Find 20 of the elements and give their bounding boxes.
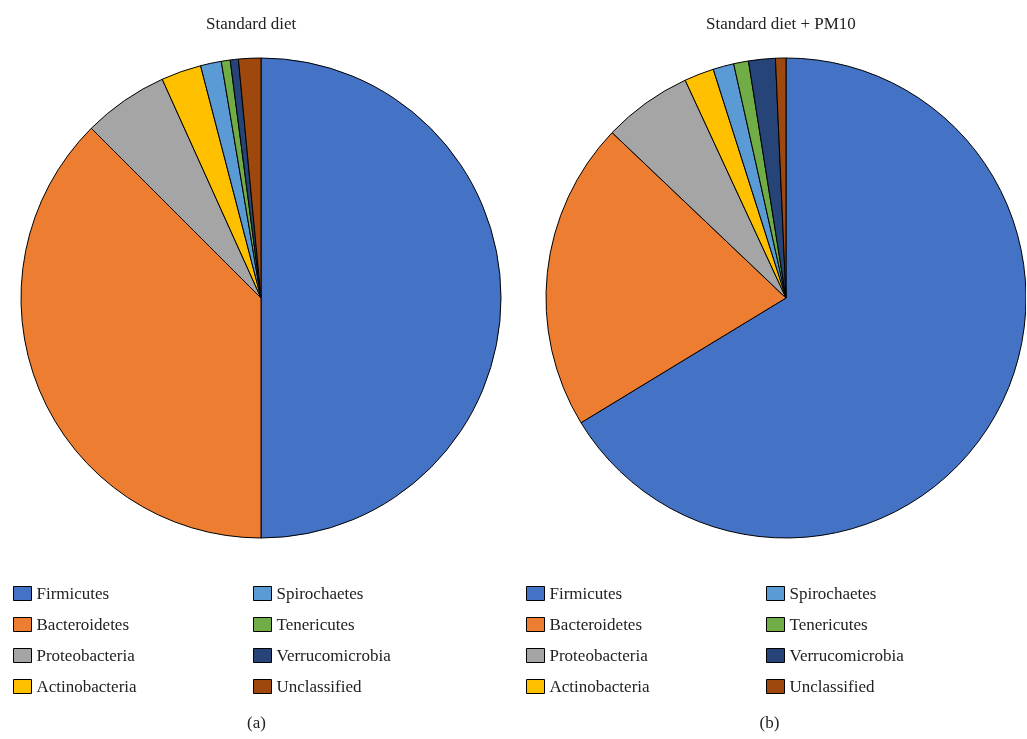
- legend-label: Proteobacteria: [549, 646, 649, 665]
- legend-label: Firmicutes: [549, 584, 623, 603]
- chart-title: Standard diet: [206, 14, 297, 33]
- legend-label: Bacteroidetes: [549, 615, 643, 634]
- text: (b): [759, 713, 780, 732]
- legend-label: Proteobacteria: [36, 646, 136, 665]
- legend-label: Unclassified: [276, 677, 362, 696]
- legend-label: Firmicutes: [36, 584, 110, 603]
- legend-label: Verrucomicrobia: [276, 646, 392, 665]
- legend-label: Bacteroidetes: [36, 615, 130, 634]
- legend-label: Verrucomicrobia: [789, 646, 905, 665]
- legend-label: Tenericutes: [789, 615, 868, 634]
- legend-label: Unclassified: [789, 677, 875, 696]
- legend-label: Spirochaetes: [789, 584, 877, 603]
- legend-label: Actinobacteria: [549, 677, 651, 696]
- legend-label: Spirochaetes: [276, 584, 364, 603]
- legend-label: Actinobacteria: [36, 677, 138, 696]
- text: (a): [247, 713, 266, 732]
- chart-title: Standard diet + PM10: [706, 14, 856, 33]
- legend-label: Tenericutes: [276, 615, 355, 634]
